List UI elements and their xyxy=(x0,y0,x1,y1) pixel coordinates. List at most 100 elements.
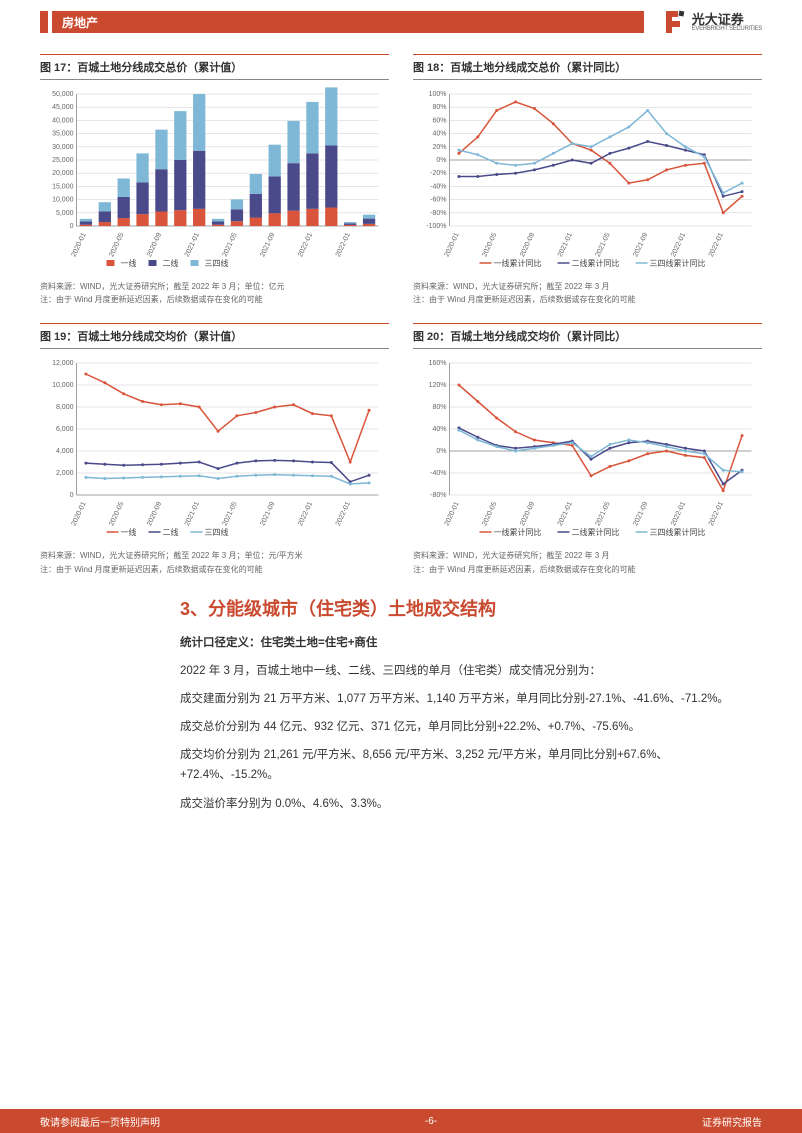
svg-text:2022-01: 2022-01 xyxy=(297,232,314,258)
svg-text:100%: 100% xyxy=(429,91,447,98)
page-footer: 敬请参阅最后一页特别声明 -6- 证券研究报告 xyxy=(0,1109,802,1133)
chart-17: 图 17：百城土地分线成交总价（累计值） 05,00010,00015,0002… xyxy=(40,54,389,305)
logo-cn: 光大证券 xyxy=(692,13,762,26)
svg-text:80%: 80% xyxy=(432,104,446,111)
svg-text:40%: 40% xyxy=(432,131,446,138)
svg-text:2020-09: 2020-09 xyxy=(146,501,163,527)
header-category-strip: 房地产 xyxy=(52,11,644,33)
svg-text:20,000: 20,000 xyxy=(52,170,74,177)
logo: 光大证券 EVERBRIGHT SECURITIES xyxy=(664,9,762,35)
svg-text:2020-09: 2020-09 xyxy=(519,232,536,258)
svg-text:2021-05: 2021-05 xyxy=(595,232,612,258)
chart-note: 注：由于 Wind 月度更新延迟因素，后续数据或存在变化的可能 xyxy=(413,564,762,575)
svg-text:-40%: -40% xyxy=(430,183,446,190)
svg-text:2022-01: 2022-01 xyxy=(708,501,725,527)
svg-text:二线累计同比: 二线累计同比 xyxy=(572,527,620,537)
chart-source: 资料来源：WIND，光大证券研究所；截至 2022 年 3 月 xyxy=(413,550,762,561)
svg-text:2021-09: 2021-09 xyxy=(632,501,649,527)
chart-18: 图 18：百城土地分线成交总价（累计同比） -100%-80%-60%-40%-… xyxy=(413,54,762,305)
svg-text:35,000: 35,000 xyxy=(52,131,74,138)
body-p2: 成交建面分别为 21 万平方米、1,077 万平方米、1,140 万平方米，单月… xyxy=(180,689,762,709)
footer-left: 敬请参阅最后一页特别声明 xyxy=(40,1114,160,1129)
svg-text:-60%: -60% xyxy=(430,197,446,204)
svg-text:2021-09: 2021-09 xyxy=(632,232,649,258)
svg-text:10,000: 10,000 xyxy=(52,382,74,389)
chart-note: 注：由于 Wind 月度更新延迟因素，后续数据或存在变化的可能 xyxy=(413,294,762,305)
svg-text:一线累计同比: 一线累计同比 xyxy=(494,527,542,537)
page-header: 房地产 光大证券 EVERBRIGHT SECURITIES xyxy=(0,0,802,44)
svg-text:20%: 20% xyxy=(432,144,446,151)
chart-title: 图 20：百城土地分线成交均价（累计同比） xyxy=(413,323,762,349)
svg-text:60%: 60% xyxy=(432,117,446,124)
svg-text:80%: 80% xyxy=(432,404,446,411)
header-accent-bar xyxy=(40,11,48,33)
chart-note: 注：由于 Wind 月度更新延迟因素，后续数据或存在变化的可能 xyxy=(40,564,389,575)
chart-svg: -80%-40%0%40%80%120%160%2020-012020-0520… xyxy=(413,355,762,543)
svg-text:-40%: -40% xyxy=(430,470,446,477)
svg-text:-80%: -80% xyxy=(430,492,446,499)
svg-text:三四线: 三四线 xyxy=(205,258,229,268)
body-p3: 成交总价分别为 44 亿元、932 亿元、371 亿元，单月同比分别+22.2%… xyxy=(180,717,762,737)
chart-svg: -100%-80%-60%-40%-20%0%20%40%60%80%100%2… xyxy=(413,86,762,274)
def-value: 住宅类土地=住宅+商住 xyxy=(261,637,378,649)
svg-text:2020-01: 2020-01 xyxy=(71,501,88,527)
svg-text:2021-05: 2021-05 xyxy=(222,501,239,527)
svg-text:30,000: 30,000 xyxy=(52,144,74,151)
svg-text:15,000: 15,000 xyxy=(52,183,74,190)
svg-text:2022-01: 2022-01 xyxy=(297,501,314,527)
svg-text:2022-01: 2022-01 xyxy=(335,501,352,527)
chart-title: 图 19：百城土地分线成交均价（累计值） xyxy=(40,323,389,349)
svg-text:一线: 一线 xyxy=(121,258,137,268)
section-heading: 3、分能级城市（住宅类）土地成交结构 xyxy=(180,595,762,621)
svg-text:二线: 二线 xyxy=(163,527,179,537)
header-category: 房地产 xyxy=(62,14,98,31)
svg-text:2021-09: 2021-09 xyxy=(259,232,276,258)
content-area: 图 17：百城土地分线成交总价（累计值） 05,00010,00015,0002… xyxy=(0,44,802,814)
svg-text:45,000: 45,000 xyxy=(52,104,74,111)
logo-en: EVERBRIGHT SECURITIES xyxy=(692,26,762,32)
chart-svg: 05,00010,00015,00020,00025,00030,00035,0… xyxy=(40,86,389,274)
chart-20: 图 20：百城土地分线成交均价（累计同比） -80% -40% 0% 40% 80% 12… xyxy=(413,323,762,574)
chart-19: 图 19：百城土地分线成交均价（累计值） 02,0004,0006,0008,0… xyxy=(40,323,389,574)
body-p5: 成交溢价率分别为 0.0%、4.6%、3.3%。 xyxy=(180,794,762,814)
svg-text:2021-01: 2021-01 xyxy=(184,232,201,258)
chart-row-1: 图 17：百城土地分线成交总价（累计值） 05,00010,00015,0002… xyxy=(40,54,762,305)
svg-text:2,000: 2,000 xyxy=(56,470,74,477)
svg-text:4,000: 4,000 xyxy=(56,448,74,455)
svg-text:0%: 0% xyxy=(436,448,446,455)
svg-text:2020-05: 2020-05 xyxy=(481,501,498,527)
svg-text:2020-01: 2020-01 xyxy=(71,232,88,258)
svg-text:40,000: 40,000 xyxy=(52,117,74,124)
stat-definition: 统计口径定义：住宅类土地=住宅+商住 xyxy=(180,633,762,653)
svg-text:40%: 40% xyxy=(432,426,446,433)
footer-right: 证券研究报告 xyxy=(702,1114,762,1129)
svg-text:2022-01: 2022-01 xyxy=(670,501,687,527)
svg-text:2021-05: 2021-05 xyxy=(222,232,239,258)
def-label: 统计口径定义： xyxy=(180,637,261,649)
svg-text:二线累计同比: 二线累计同比 xyxy=(572,258,620,268)
svg-text:10,000: 10,000 xyxy=(52,197,74,204)
svg-text:25,000: 25,000 xyxy=(52,157,74,164)
svg-text:0: 0 xyxy=(70,492,74,499)
svg-text:2021-05: 2021-05 xyxy=(595,501,612,527)
svg-text:二线: 二线 xyxy=(163,258,179,268)
svg-text:0%: 0% xyxy=(436,157,446,164)
chart-source: 资料来源：WIND，光大证券研究所；截至 2022 年 3 月；单位：亿元 xyxy=(40,281,389,292)
logo-icon xyxy=(664,9,686,35)
svg-text:2021-01: 2021-01 xyxy=(557,501,574,527)
svg-text:120%: 120% xyxy=(429,382,447,389)
svg-text:三四线: 三四线 xyxy=(205,527,229,537)
svg-text:2022-01: 2022-01 xyxy=(670,232,687,258)
chart-row-2: 图 19：百城土地分线成交均价（累计值） 02,0004,0006,0008,0… xyxy=(40,323,762,574)
svg-text:2020-05: 2020-05 xyxy=(108,232,125,258)
svg-text:2021-01: 2021-01 xyxy=(184,501,201,527)
svg-text:2021-09: 2021-09 xyxy=(259,501,276,527)
svg-text:2022-01: 2022-01 xyxy=(708,232,725,258)
svg-text:2020-01: 2020-01 xyxy=(444,232,461,258)
svg-text:160%: 160% xyxy=(429,360,447,367)
chart-svg: 02,0004,0006,0008,00010,00012,0002020-01… xyxy=(40,355,389,543)
chart-title: 图 18：百城土地分线成交总价（累计同比） xyxy=(413,54,762,80)
svg-text:6,000: 6,000 xyxy=(56,426,74,433)
svg-text:2021-01: 2021-01 xyxy=(557,232,574,258)
body-p1: 2022 年 3 月，百城土地中一线、二线、三四线的单月（住宅类）成交情况分别为… xyxy=(180,661,762,681)
